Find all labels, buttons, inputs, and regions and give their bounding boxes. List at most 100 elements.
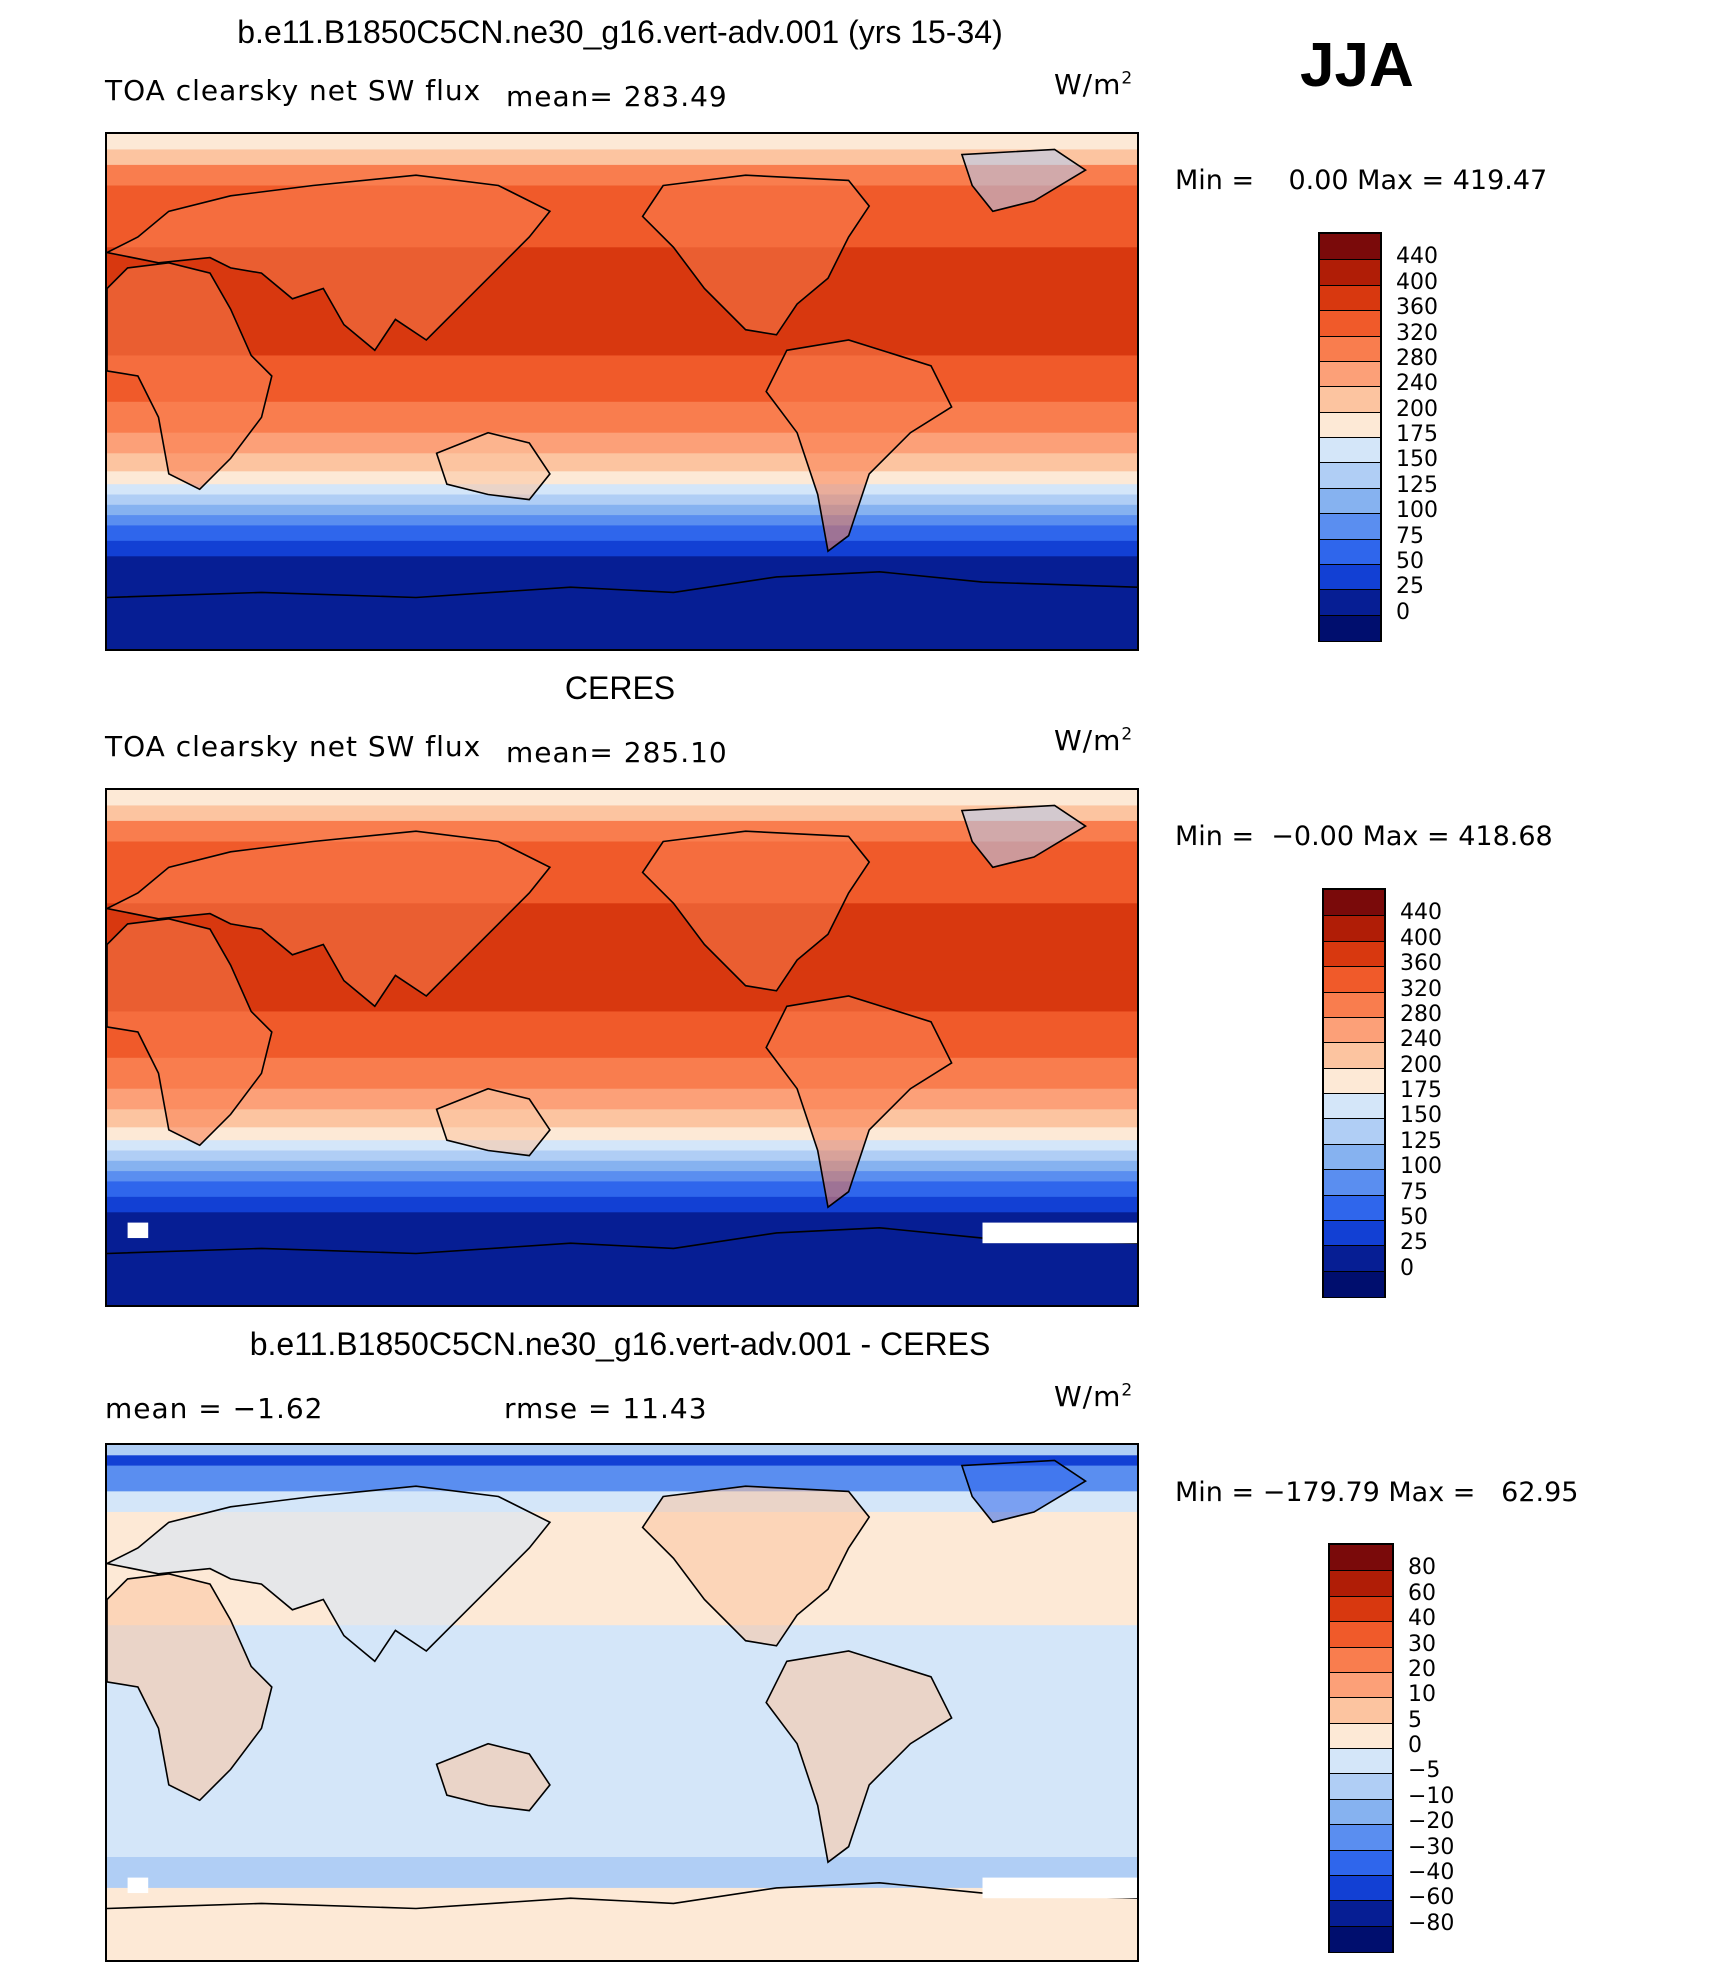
colorbar-swatch xyxy=(1320,259,1380,286)
colorbar-swatch xyxy=(1324,1118,1384,1145)
colorbar-tick-label: 80 xyxy=(1408,1555,1436,1581)
continent-outline xyxy=(107,830,552,1008)
map-color-band xyxy=(107,1140,1137,1152)
map-color-band xyxy=(107,1181,1137,1198)
map-color-band xyxy=(107,453,1137,473)
colorbar-swatch xyxy=(1320,335,1380,362)
colorbar-swatch xyxy=(1324,1093,1384,1120)
colorbar-swatch xyxy=(1320,360,1380,388)
colorbar-swatch xyxy=(1324,1016,1384,1044)
map-color-band xyxy=(107,1011,1137,1059)
panel-3-title: b.e11.B1850C5CN.ne30_g16.vert-adv.001 - … xyxy=(249,1326,991,1362)
map-color-band xyxy=(107,494,1137,506)
colorbar-swatch xyxy=(1330,1874,1392,1902)
panel-3-map-svg xyxy=(107,1445,1137,1960)
panel-2-map-svg xyxy=(107,790,1137,1305)
continent-outline xyxy=(435,431,551,501)
colorbar-swatch xyxy=(1330,1646,1392,1673)
colorbar-tick-label: 75 xyxy=(1396,523,1424,549)
colorbar-swatch xyxy=(1324,1067,1384,1094)
colorbar-swatch xyxy=(1320,284,1380,312)
colorbar-swatch xyxy=(1324,915,1384,942)
colorbar-tick-label: 175 xyxy=(1396,422,1438,447)
map-color-band xyxy=(107,970,1137,1013)
colorbar-tick-label: 0 xyxy=(1408,1733,1422,1758)
colorbar-tick-label: 10 xyxy=(1408,1682,1436,1708)
panel-1-variable-label: TOA clearsky net SW flux xyxy=(105,74,482,107)
map-color-band xyxy=(107,471,1137,486)
map-color-band xyxy=(107,432,1137,455)
panel-2-colorbar xyxy=(1322,888,1386,1298)
colorbar-tick-label: 150 xyxy=(1396,447,1438,473)
map-color-band xyxy=(107,1857,1137,1889)
colorbar-swatch xyxy=(1330,1849,1392,1876)
map-color-band xyxy=(107,149,1137,166)
continent-outline xyxy=(960,148,1087,213)
continent-outline xyxy=(765,995,953,1209)
colorbar-tick-label: 175 xyxy=(1400,1078,1442,1103)
colorbar-swatch xyxy=(1324,940,1384,968)
colorbar-swatch xyxy=(1324,1245,1384,1272)
colorbar-swatch xyxy=(1324,1143,1384,1171)
colorbar-swatch xyxy=(1320,411,1380,438)
panel-3-map xyxy=(105,1443,1139,1962)
colorbar-swatch xyxy=(1330,1900,1392,1927)
colorbar-tick-label: 20 xyxy=(1408,1656,1436,1682)
colorbar-swatch xyxy=(1330,1773,1392,1800)
colorbar-tick-label: 360 xyxy=(1396,295,1438,321)
panel-1-map-svg xyxy=(107,134,1137,649)
map-color-band xyxy=(107,1887,1137,1960)
colorbar-swatch xyxy=(1320,563,1380,591)
colorbar-swatch xyxy=(1324,1169,1384,1196)
colorbar-tick-label: 360 xyxy=(1400,951,1442,977)
colorbar-swatch xyxy=(1330,1748,1392,1775)
continent-outline xyxy=(107,1881,1137,1910)
colorbar-tick-label: 30 xyxy=(1408,1631,1436,1657)
colorbar-swatch xyxy=(1324,1270,1384,1297)
colorbar-swatch xyxy=(1320,589,1380,616)
colorbar-tick-label: 5 xyxy=(1408,1707,1422,1733)
continent-outline xyxy=(107,261,273,491)
colorbar-swatch xyxy=(1330,1798,1392,1826)
colorbar-tick-label: 60 xyxy=(1408,1580,1436,1606)
colorbar-tick-label: 320 xyxy=(1396,320,1438,346)
continent-outline xyxy=(641,174,871,336)
colorbar-tick-label: 50 xyxy=(1400,1204,1428,1230)
colorbar-tick-label: 125 xyxy=(1396,472,1438,498)
continent-outline xyxy=(107,917,273,1147)
map-color-band xyxy=(107,515,1137,527)
colorbar-tick-label: 280 xyxy=(1396,345,1438,371)
map-color-band xyxy=(107,805,1137,822)
colorbar-tick-label: 320 xyxy=(1400,976,1442,1002)
panel-1-mean-label: mean= 283.49 xyxy=(506,80,728,113)
colorbar-tick-label: −5 xyxy=(1408,1758,1441,1784)
panel-3-mean-label: mean = −1.62 xyxy=(105,1392,324,1425)
panel-2-variable-label: TOA clearsky net SW flux xyxy=(105,730,482,763)
colorbar-tick-label: 0 xyxy=(1396,599,1410,625)
colorbar-tick-label: 400 xyxy=(1400,925,1442,951)
panel-1-minmax: Min = 0.00 Max = 419.47 xyxy=(1175,165,1548,196)
colorbar-swatch xyxy=(1324,1194,1384,1221)
colorbar-tick-label: −10 xyxy=(1408,1783,1455,1809)
colorbar-tick-label: 75 xyxy=(1400,1179,1428,1205)
panel-1-colorbar xyxy=(1318,232,1382,642)
map-color-band xyxy=(107,1196,1137,1214)
colorbar-swatch xyxy=(1324,991,1384,1018)
map-color-band xyxy=(107,401,1137,434)
continent-outline xyxy=(107,1226,1137,1255)
continent-outline xyxy=(641,830,871,992)
panel-3-unit-label: W/m2 xyxy=(1054,1380,1134,1413)
panel-3-colorbar xyxy=(1328,1543,1394,1953)
missing-data-region xyxy=(127,1222,149,1239)
map-color-band xyxy=(107,1160,1137,1173)
colorbar-tick-label: −40 xyxy=(1408,1859,1455,1885)
colorbar-swatch xyxy=(1330,1722,1392,1749)
continent-outline xyxy=(435,1742,551,1812)
colorbar-tick-label: 200 xyxy=(1396,396,1438,422)
continent-outline xyxy=(107,174,552,352)
panel-2-mean-label: mean= 285.10 xyxy=(506,736,728,769)
map-color-band xyxy=(107,1625,1137,1704)
map-color-band xyxy=(107,484,1137,496)
continent-outline xyxy=(107,1485,552,1663)
map-color-band xyxy=(107,1127,1137,1142)
